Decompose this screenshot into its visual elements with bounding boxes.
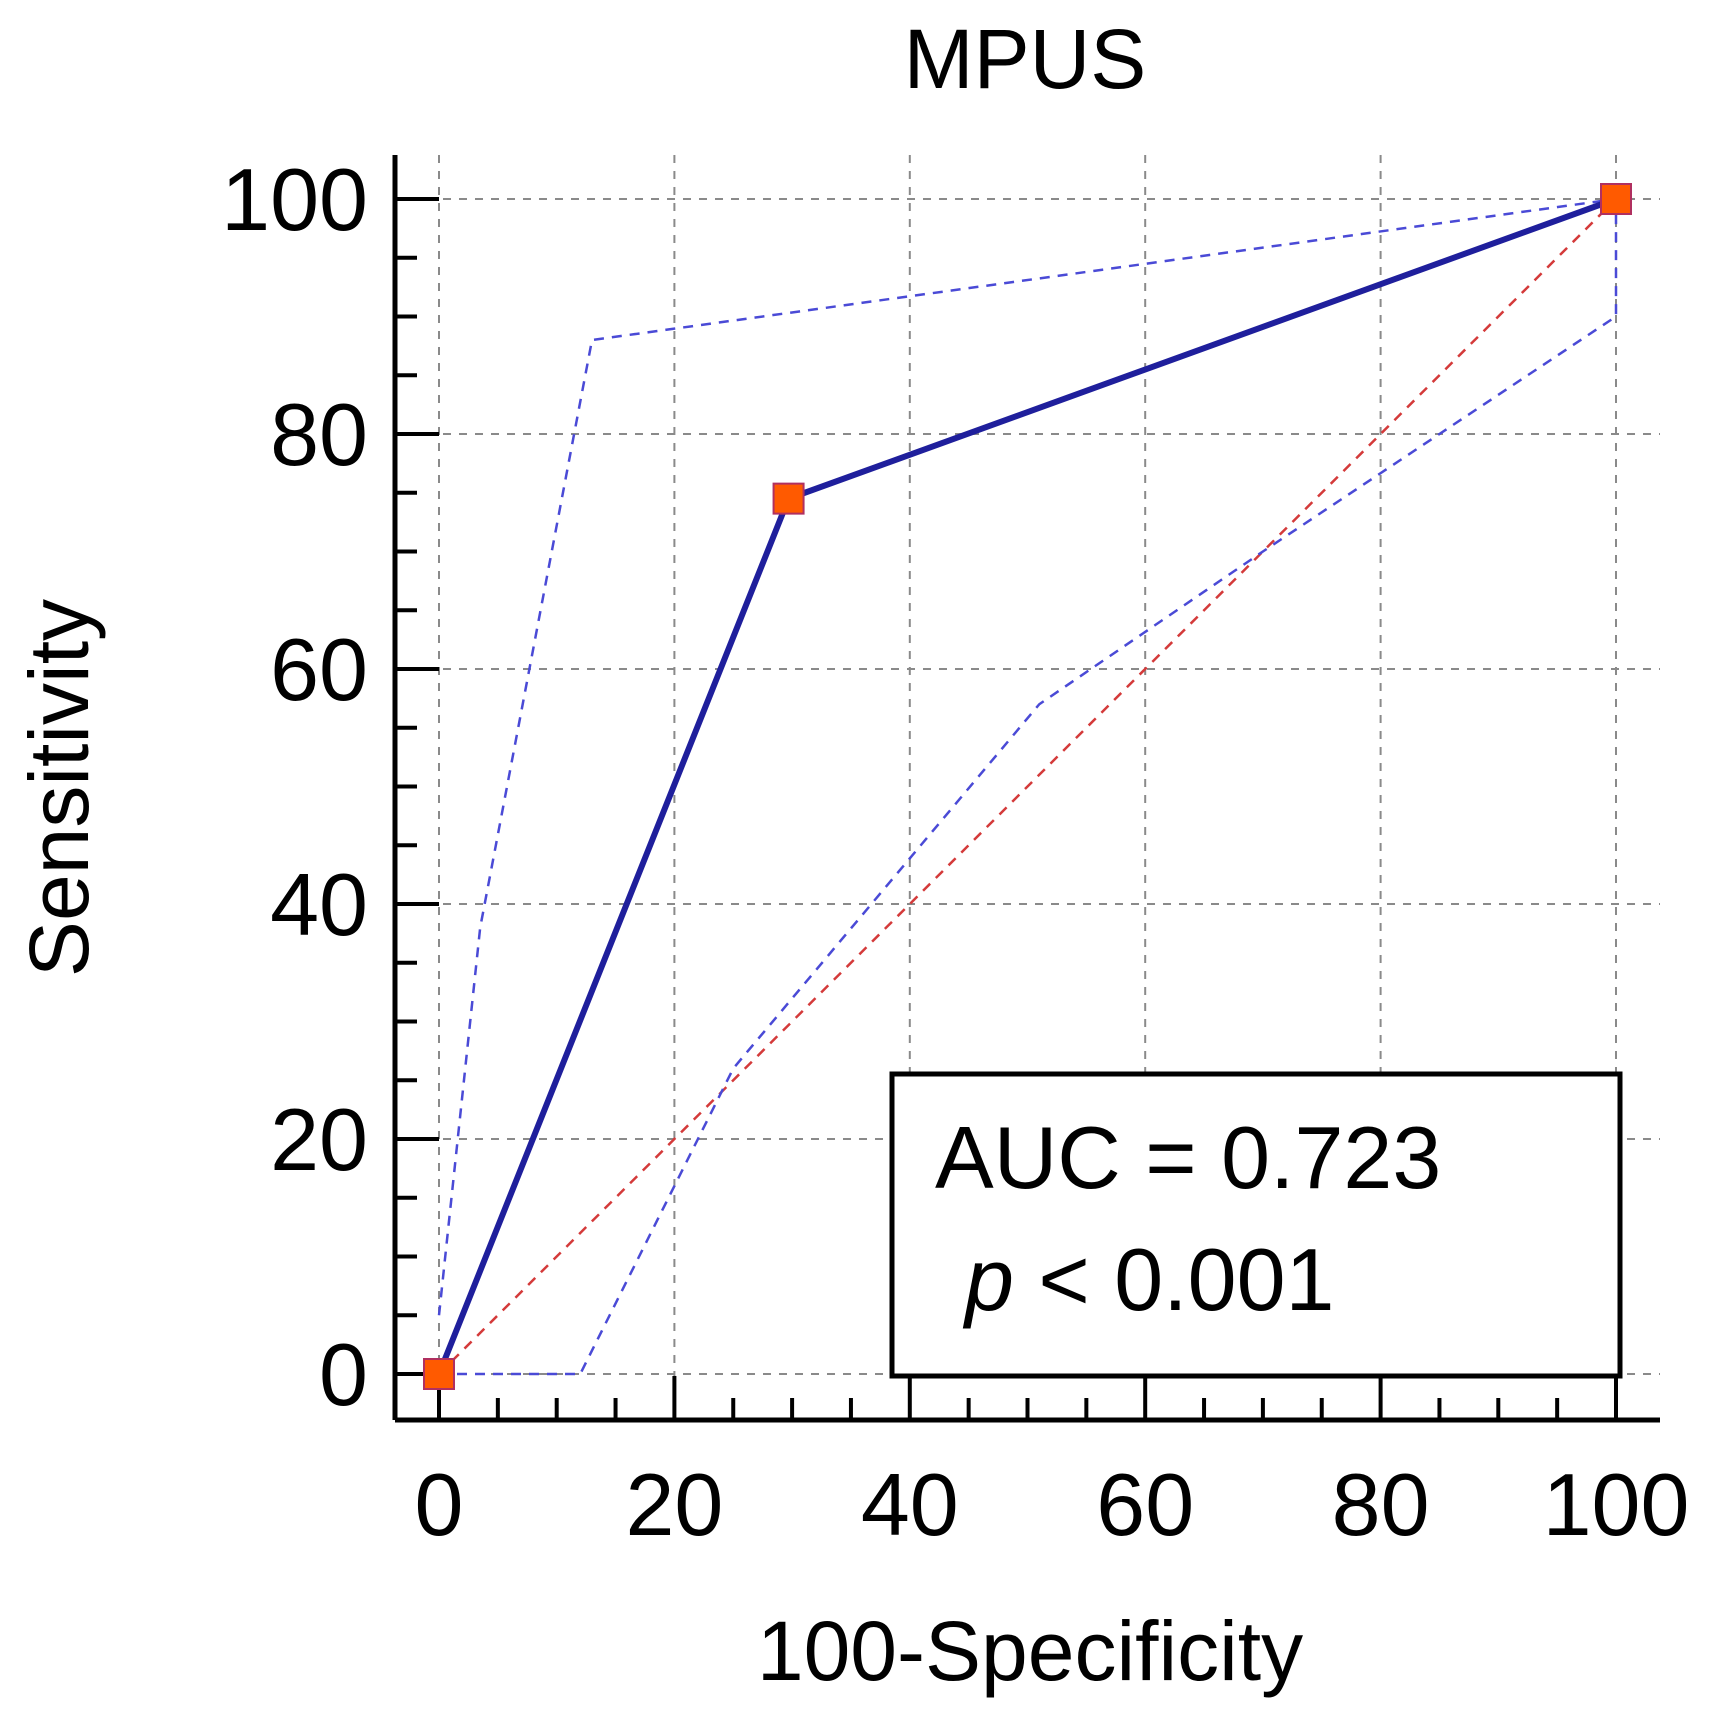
y-tick-label: 0 — [319, 1325, 368, 1424]
roc-point-marker — [772, 482, 805, 515]
x-tick-label: 0 — [415, 1455, 464, 1554]
y-tick-label: 40 — [270, 855, 368, 954]
x-tick-label: 60 — [1096, 1455, 1194, 1554]
x-axis-label: 100-Specificity — [757, 1604, 1303, 1698]
auc-annotation: AUC = 0.723 p < 0.001 — [889, 1071, 1623, 1379]
y-tick-label: 20 — [270, 1090, 368, 1189]
x-tick-label: 100 — [1543, 1455, 1690, 1554]
grid — [395, 155, 1660, 1420]
y-tick-label: 60 — [270, 620, 368, 719]
series-upper-95-ci — [437, 197, 1617, 1316]
y-tick-label: 100 — [221, 150, 368, 249]
roc-point-marker — [1600, 183, 1632, 215]
p-value-text: p < 0.001 — [962, 1230, 1334, 1329]
auc-text: AUC = 0.723 — [935, 1108, 1441, 1207]
tick-labels: 0 20 40 60 80 100 0 20 40 60 80 100 — [221, 150, 1689, 1554]
chart-title: MPUS — [904, 12, 1147, 106]
p-rest: < 0.001 — [1014, 1230, 1335, 1329]
annotation-box — [889, 1071, 1623, 1379]
markers — [423, 183, 1632, 1390]
roc-point-marker — [423, 1358, 455, 1390]
x-tick-label: 20 — [625, 1455, 723, 1554]
axes — [392, 155, 1660, 1423]
p-symbol: p — [962, 1230, 1014, 1329]
y-axis-label: Sensitivity — [12, 599, 106, 977]
x-tick-label: 80 — [1332, 1455, 1430, 1554]
series-lower-95-ci — [439, 199, 1618, 1376]
x-tick-label: 40 — [861, 1455, 959, 1554]
series-reference-line — [438, 198, 1617, 1375]
y-tick-label: 80 — [270, 385, 368, 484]
